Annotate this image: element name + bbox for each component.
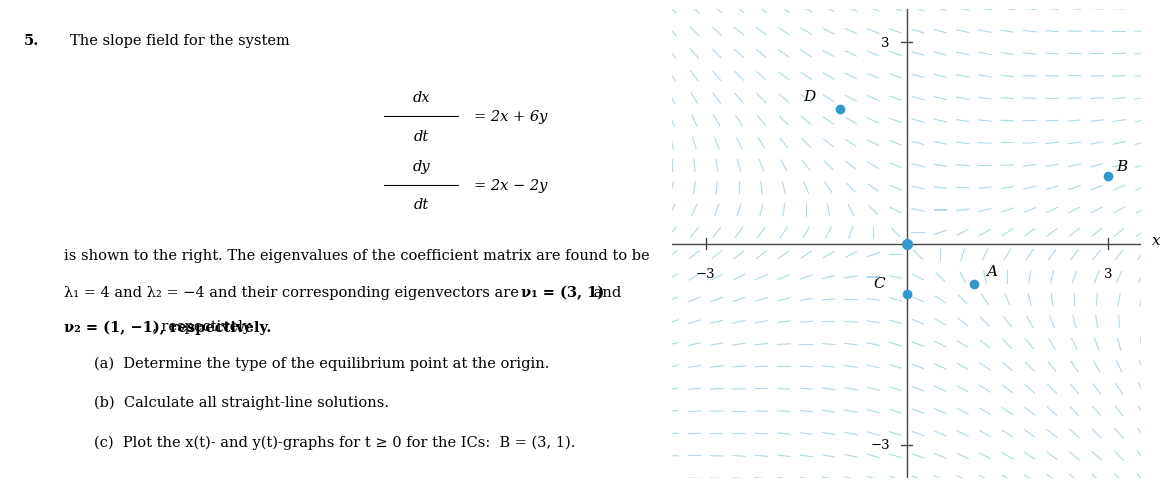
Text: (a)  Determine the type of the equilibrium point at the origin.: (a) Determine the type of the equilibriu…: [94, 356, 549, 370]
Text: is shown to the right. The eigenvalues of the coefficient matrix are found to be: is shown to the right. The eigenvalues o…: [64, 249, 651, 263]
Text: −3: −3: [696, 267, 715, 281]
Text: ν₂ = (1, −1), respectively.: ν₂ = (1, −1), respectively.: [64, 320, 271, 334]
Text: and: and: [589, 285, 621, 300]
Text: dx: dx: [412, 91, 431, 105]
Text: The slope field for the system: The slope field for the system: [70, 34, 290, 48]
Text: D: D: [803, 89, 815, 103]
Text: C: C: [873, 277, 885, 291]
Text: 3: 3: [881, 37, 890, 50]
Text: A: A: [986, 265, 997, 279]
Text: 5.: 5.: [23, 34, 39, 48]
Text: (c)  Plot the x(t)- and y(t)-graphs for t ≥ 0 for the ICs:  B = (3, 1).: (c) Plot the x(t)- and y(t)-graphs for t…: [94, 434, 574, 448]
Text: = 2x + 6y: = 2x + 6y: [474, 110, 548, 124]
Text: dt: dt: [413, 129, 429, 143]
Text: (b)  Calculate all straight-line solutions.: (b) Calculate all straight-line solution…: [94, 395, 388, 409]
Text: dy: dy: [412, 159, 431, 173]
Text: x: x: [1151, 234, 1161, 247]
Text: , respectively.: , respectively.: [152, 320, 254, 334]
Text: λ₁ = 4 and λ₂ = −4 and their corresponding eigenvectors are: λ₁ = 4 and λ₂ = −4 and their correspondi…: [64, 285, 524, 300]
Text: −3: −3: [870, 438, 890, 451]
Text: = 2x − 2y: = 2x − 2y: [474, 179, 548, 192]
Text: dt: dt: [413, 198, 429, 212]
Text: B: B: [1116, 160, 1127, 174]
Text: ν₁ = (3, 1): ν₁ = (3, 1): [521, 285, 604, 300]
Text: 3: 3: [1103, 267, 1113, 281]
